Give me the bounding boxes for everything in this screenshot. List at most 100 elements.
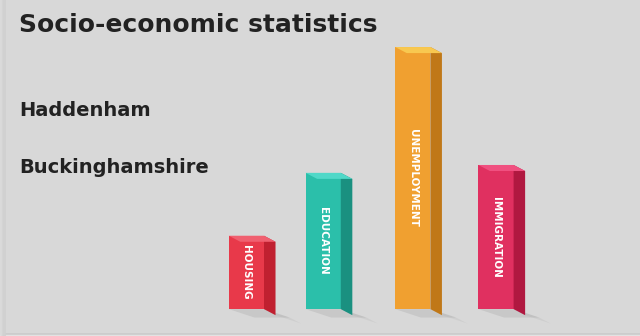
Bar [0, 334, 640, 336]
Text: HOUSING: HOUSING [241, 245, 252, 300]
Bar [2, 0, 5, 336]
Bar [0, 334, 640, 336]
Bar [1, 0, 4, 336]
Bar [3, 0, 6, 336]
Bar [0, 334, 640, 336]
Polygon shape [264, 236, 276, 315]
Bar [0, 334, 640, 335]
Bar [1, 0, 4, 336]
Bar [0, 333, 640, 335]
Bar [1, 0, 4, 336]
Bar [1, 0, 4, 336]
Bar [0, 334, 640, 335]
Bar [0, 333, 640, 335]
Polygon shape [306, 173, 340, 309]
Bar [0, 333, 640, 335]
Bar [0, 333, 640, 335]
Bar [3, 0, 6, 336]
Bar [0, 333, 640, 335]
Bar [0, 334, 640, 336]
Bar [0, 334, 640, 335]
Bar [0, 334, 640, 336]
Bar [0, 334, 640, 335]
Bar [1, 0, 4, 336]
Bar [3, 0, 6, 336]
Bar [0, 334, 640, 336]
Bar [0, 334, 640, 336]
Bar [0, 333, 640, 334]
Bar [0, 334, 640, 336]
Bar [0, 333, 640, 335]
Bar [0, 0, 3, 336]
Bar [0, 334, 640, 336]
Bar [3, 0, 6, 336]
Bar [3, 0, 6, 336]
Bar [0, 333, 640, 335]
Bar [0, 334, 640, 336]
Bar [0, 333, 640, 334]
Bar [3, 0, 6, 336]
Bar [0, 334, 640, 336]
Bar [1, 0, 4, 336]
Bar [2, 0, 5, 336]
Bar [3, 0, 6, 336]
Bar [0, 0, 3, 336]
Bar [1, 0, 4, 336]
Bar [0, 0, 3, 336]
Bar [0, 334, 640, 336]
Bar [3, 0, 6, 336]
Bar [0, 334, 640, 336]
Bar [0, 334, 640, 335]
Bar [0, 334, 640, 335]
Bar [0, 334, 640, 336]
Bar [0, 333, 640, 335]
Bar [0, 334, 640, 336]
Bar [0, 334, 640, 335]
Bar [2, 0, 5, 336]
Bar [0, 334, 640, 335]
Polygon shape [340, 173, 352, 315]
Bar [1, 0, 4, 336]
Bar [0, 0, 3, 336]
Bar [0, 333, 640, 335]
Bar [1, 0, 4, 336]
Bar [0, 333, 640, 335]
Bar [3, 0, 6, 336]
Text: Haddenham: Haddenham [19, 101, 151, 120]
Bar [0, 333, 640, 335]
Bar [2, 0, 5, 336]
Bar [0, 0, 3, 336]
Bar [1, 0, 4, 336]
Bar [0, 333, 640, 335]
Bar [0, 334, 640, 335]
Bar [0, 333, 640, 335]
Bar [0, 334, 640, 336]
Bar [2, 0, 5, 336]
Bar [0, 334, 640, 335]
Bar [0, 333, 640, 335]
Bar [0, 334, 640, 336]
Bar [0, 334, 640, 335]
Bar [1, 0, 4, 336]
Bar [1, 0, 4, 336]
Polygon shape [229, 236, 264, 309]
Bar [0, 334, 640, 336]
Bar [0, 333, 640, 335]
Bar [0, 334, 640, 336]
Bar [1, 0, 4, 336]
Polygon shape [229, 309, 290, 318]
Bar [2, 0, 5, 336]
Bar [0, 333, 640, 335]
Text: IMMIGRATION: IMMIGRATION [491, 197, 501, 278]
Bar [0, 334, 640, 336]
Bar [0, 334, 640, 336]
Bar [0, 333, 640, 334]
Bar [0, 334, 640, 335]
Bar [0, 333, 640, 335]
Bar [1, 0, 4, 336]
Bar [1, 0, 4, 336]
Bar [0, 0, 3, 336]
Bar [1, 0, 4, 336]
Text: Socio-economic statistics: Socio-economic statistics [19, 13, 378, 37]
Bar [3, 0, 6, 336]
